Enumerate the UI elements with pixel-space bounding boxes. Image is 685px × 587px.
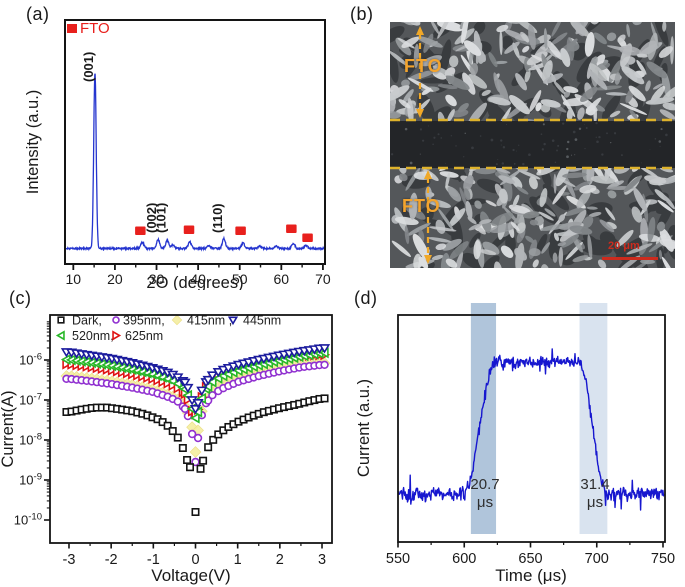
svg-text:(002): (002) <box>144 203 159 233</box>
svg-text:(001): (001) <box>81 52 96 82</box>
scale-bar-text: 20 μm <box>608 240 640 252</box>
time-xlabel: Time (μs) <box>495 566 567 585</box>
svg-text:10-9: 10-9 <box>19 472 42 488</box>
svg-text:625nm: 625nm <box>125 329 163 343</box>
svg-text:20: 20 <box>107 271 123 287</box>
svg-text:50: 50 <box>232 271 248 287</box>
svg-text:-3: -3 <box>63 552 76 568</box>
xrd-chart: 10 20 30 40 50 60 70 2Θ (degrees) Intensity (a.u… <box>24 19 331 290</box>
fall-time-unit: μs <box>586 494 604 511</box>
panel-b-label: (b) <box>350 4 374 24</box>
svg-text:(110): (110) <box>210 203 225 233</box>
fall-time-value: 31.4 <box>580 476 610 493</box>
transition-bands <box>470 303 608 534</box>
svg-text:10-8: 10-8 <box>19 432 42 448</box>
iv-ylabel: Current(A) <box>0 390 17 467</box>
svg-text:10-7: 10-7 <box>19 392 42 408</box>
svg-text:1: 1 <box>234 552 242 568</box>
time-ylabel: Current (a.u.) <box>355 379 373 477</box>
time-response-chart: 550 600 650 700 750 Time (μs) Current (a.u.) <box>355 303 675 585</box>
xrd-axes: 10 20 30 40 50 60 70 2Θ (degrees) Intensity (a.u… <box>24 90 331 290</box>
top-thickness-arrow <box>416 26 424 118</box>
svg-text:2: 2 <box>276 552 284 568</box>
xrd-peak-labels: (001) (002)(101) (110) <box>81 52 225 233</box>
panel-d-label: (d) <box>354 288 378 308</box>
sem-channel-gap <box>390 121 675 168</box>
svg-text:60: 60 <box>274 271 290 287</box>
iv-series-395nm <box>62 360 329 467</box>
sem-top-fto-layer <box>390 22 675 139</box>
svg-text:(101): (101) <box>153 203 168 233</box>
bottom-thickness-arrow <box>424 170 432 264</box>
iv-chart: 10-6 10-7 10-8 10-9 10-10 -3 -2 -1 0 1 2 3 Voltage(V… <box>0 314 333 585</box>
fto-label-bottom: FTO <box>402 196 441 216</box>
rise-time-unit: μs <box>476 494 494 511</box>
panel-a-label: (a) <box>26 4 50 24</box>
svg-text:600: 600 <box>452 551 476 567</box>
sem-image <box>390 22 675 268</box>
svg-text:10-10: 10-10 <box>14 512 42 528</box>
fto-peak-markers <box>135 224 313 242</box>
svg-text:10: 10 <box>66 271 82 287</box>
panel-c-label: (c) <box>9 288 32 308</box>
iv-series-445nm <box>60 344 331 415</box>
svg-text:FTO: FTO <box>80 20 110 37</box>
svg-text:445nm: 445nm <box>243 314 281 328</box>
rise-band <box>470 303 497 534</box>
iv-axes: 10-6 10-7 10-8 10-9 10-10 -3 -2 -1 0 1 2 3 Voltage(V… <box>0 321 326 585</box>
scale-bar <box>602 257 658 260</box>
xrd-ylabel: Intensity (a.u.) <box>24 90 42 195</box>
svg-text:550: 550 <box>386 551 410 567</box>
svg-text:-2: -2 <box>105 552 118 568</box>
svg-text:395nm,: 395nm, <box>123 314 165 328</box>
fto-label-top: FTO <box>404 56 443 76</box>
svg-text:650: 650 <box>518 551 542 567</box>
rise-time-value: 20.7 <box>470 476 500 493</box>
svg-text:415nm ,: 415nm , <box>187 314 232 328</box>
iv-series-Dark <box>62 394 329 517</box>
svg-text:10-6: 10-6 <box>19 352 42 368</box>
xrd-xlabel: 2Θ (degrees) <box>146 274 243 290</box>
xrd-legend: FTO <box>67 20 110 37</box>
svg-text:-1: -1 <box>147 552 160 568</box>
photoresponse-trace <box>397 348 665 511</box>
fall-band <box>579 303 608 534</box>
xrd-curve <box>65 73 325 252</box>
svg-text:40: 40 <box>190 271 206 287</box>
svg-text:750: 750 <box>651 551 675 567</box>
svg-text:3: 3 <box>318 552 326 568</box>
svg-text:Dark,: Dark, <box>72 314 102 328</box>
svg-text:0: 0 <box>191 552 199 568</box>
svg-text:70: 70 <box>315 271 331 287</box>
svg-text:30: 30 <box>149 271 165 287</box>
time-axes: 550 600 650 700 750 Time (μs) Current (a.u.) <box>355 379 675 585</box>
svg-text:520nm,: 520nm, <box>72 329 114 343</box>
iv-legend: Dark, 395nm, 415nm , 445nm 520nm, 625nm <box>55 314 281 343</box>
svg-text:700: 700 <box>585 551 609 567</box>
iv-xlabel: Voltage(V) <box>151 566 230 585</box>
